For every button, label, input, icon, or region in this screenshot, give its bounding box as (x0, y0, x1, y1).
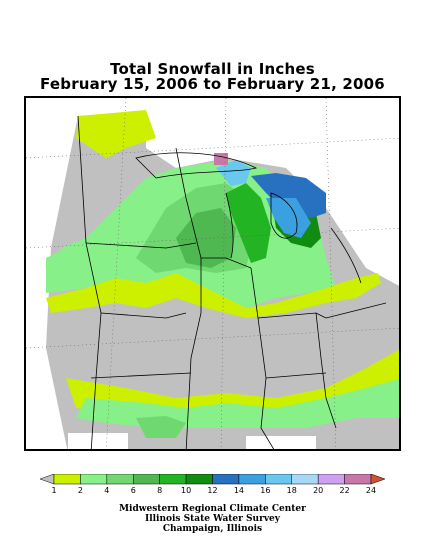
legend-swatch (53, 474, 81, 485)
snow-band-1-2in-north (76, 110, 156, 158)
snowfall-map (24, 96, 401, 451)
no-data-area-south (246, 436, 316, 449)
snow-area-6-8in (176, 208, 236, 268)
legend-swatch (80, 474, 108, 485)
color-legend: 1 2 4 6 8 10 12 14 16 18 20 22 24 (40, 474, 385, 496)
legend-tick-label: 2 (77, 486, 83, 495)
credit-line-2: Illinois State Water Survey (144, 514, 281, 524)
credit-line-1: Midwestern Regional Climate Center (119, 504, 306, 514)
legend-tick-label: 6 (130, 486, 136, 495)
graticule (26, 98, 399, 449)
snow-band-1-2in-middle (46, 273, 381, 318)
legend-tick-label: 18 (286, 486, 297, 495)
legend-tick-label: 12 (207, 486, 218, 495)
legend-swatch (265, 474, 292, 485)
legend-swatch-high (370, 474, 385, 485)
legend-tick-label: 14 (233, 486, 244, 495)
legend-swatch (159, 474, 187, 485)
legend-swatch (185, 474, 213, 485)
legend-tick-label: 24 (365, 486, 377, 495)
legend-swatch (106, 474, 134, 485)
title-line-1: Total Snowfall in Inches (110, 60, 315, 78)
no-data-area-southwest (68, 433, 128, 449)
snow-area-16-18in (216, 160, 251, 186)
great-lakes (135, 152, 362, 284)
map-title: Total Snowfall in Inches February 15, 20… (0, 62, 425, 92)
credit-line-3: Champaign, Illinois (162, 524, 263, 534)
snow-area-4-6in-south (136, 416, 186, 438)
legend-tick-label: 16 (260, 486, 271, 495)
canada-region (146, 98, 399, 286)
legend-tick-label: 22 (339, 486, 350, 495)
legend-swatch (238, 474, 266, 485)
legend-swatch (133, 474, 160, 485)
snow-area-14-16in (266, 198, 311, 238)
title-line-2: February 15, 2006 to February 21, 2006 (40, 75, 385, 93)
legend-tick-label: 10 (180, 486, 192, 495)
state-boundaries (77, 115, 387, 449)
legend-color-bar (40, 474, 385, 485)
legend-tick-label: 1 (51, 486, 57, 495)
snow-area-12-14in (251, 173, 326, 218)
legend-tick-label: 20 (313, 486, 324, 495)
legend-swatch (212, 474, 240, 485)
legend-swatch-low (40, 474, 55, 485)
credits: Midwestern Regional Climate Center Illin… (0, 504, 425, 534)
legend-swatch (317, 474, 345, 485)
snow-band-2-4in-west (46, 248, 86, 293)
snow-band-2-4in-south (76, 378, 399, 428)
legend-swatch (344, 474, 372, 485)
map-canvas (26, 98, 399, 449)
snow-area-22-24in (214, 153, 228, 165)
legend-labels: 1 2 4 6 8 10 12 14 16 18 20 22 24 (40, 486, 385, 498)
legend-swatch (291, 474, 319, 485)
legend-tick-label: 8 (157, 486, 163, 495)
legend-tick-label: 4 (104, 486, 110, 495)
snow-area-8-10in (226, 183, 271, 263)
